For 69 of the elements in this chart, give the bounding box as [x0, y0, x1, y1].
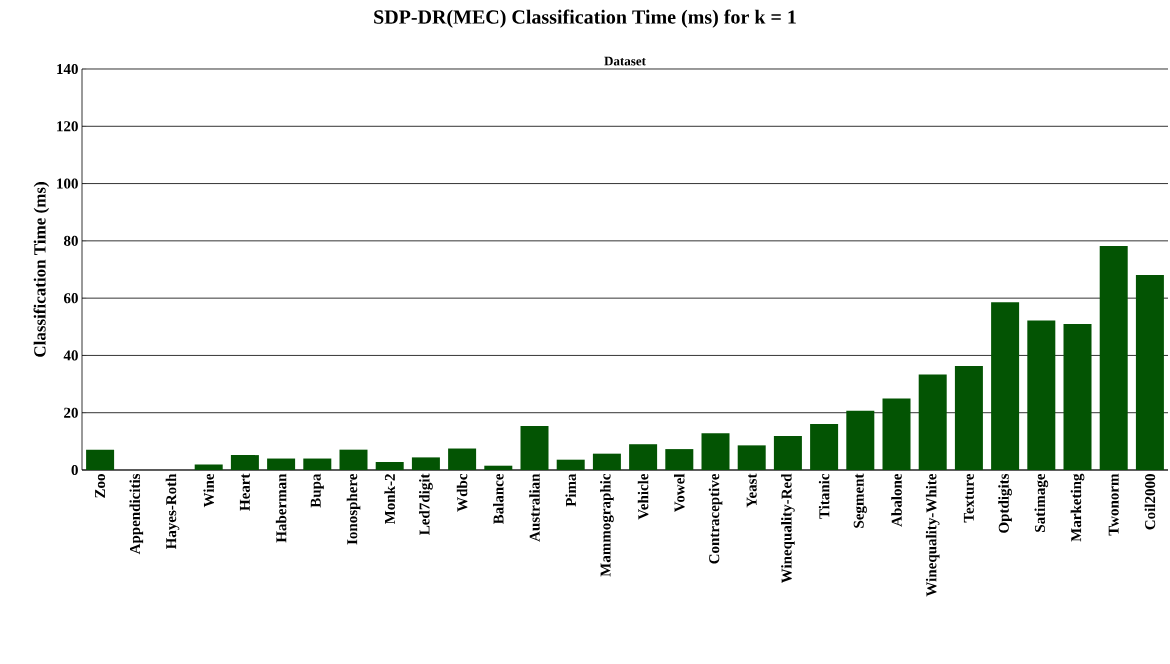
x-tick-label: Balance: [493, 473, 504, 525]
bar: [1063, 323, 1092, 470]
bar: [846, 410, 875, 470]
x-tick-label: Ionosphere: [346, 473, 361, 545]
bar: [737, 445, 766, 470]
bar: [1099, 246, 1128, 470]
bar: [520, 425, 549, 470]
bar: [86, 449, 115, 470]
bar: [665, 449, 694, 470]
x-tick-label: Contraceptive: [708, 473, 723, 564]
y-tick-label: 0: [71, 464, 78, 476]
bar: [339, 449, 368, 470]
bar: [411, 457, 440, 470]
x-tick-label: Vehicle: [637, 473, 649, 520]
bar: [267, 458, 296, 470]
x-tick-label: Hayes-Roth: [165, 473, 180, 550]
x-tick-label: Monk-2: [384, 474, 395, 525]
y-tick-label: 40: [63, 350, 78, 361]
y-tick-label: 20: [64, 407, 78, 418]
bar: [375, 461, 404, 470]
bar: [991, 302, 1020, 470]
y-tick-label: 60: [63, 293, 78, 304]
bar: [303, 458, 332, 470]
bar: [773, 435, 802, 470]
x-tick-label: Optdigits: [998, 473, 1012, 533]
bar: [592, 453, 621, 470]
x-tick-label: Titanic: [818, 473, 830, 519]
x-tick-label: Coil2000: [1144, 474, 1156, 530]
bar: [556, 459, 585, 470]
y-tick-label: 80: [63, 235, 78, 246]
x-tick-label: Pima: [565, 473, 576, 507]
bar: [954, 366, 983, 470]
x-tick-label: Vowel: [674, 473, 685, 512]
bar: [882, 398, 911, 470]
x-tick-label: Zoo: [95, 474, 106, 498]
x-tick-label: Satimage: [1034, 473, 1049, 532]
chart-title: SDP-DR(MEC) Classification Time (ms) for k = 1: [374, 9, 796, 28]
x-tick-label: Appendicitis: [129, 473, 144, 555]
y-tick-label: 120: [57, 121, 78, 132]
y-tick-label: 140: [57, 63, 78, 75]
bar: [1027, 320, 1056, 470]
bar: [918, 374, 947, 470]
bar: [701, 433, 730, 470]
bar: [194, 464, 223, 470]
x-tick-label: Heart: [239, 473, 250, 511]
x-tick-label: Segment: [853, 473, 867, 528]
x-tick-label: Winequality-Red: [781, 473, 795, 584]
x-tick-label: Australian: [529, 473, 540, 542]
x-tick-label: Abalone: [891, 473, 902, 527]
x-tick-label: Haberman: [275, 473, 287, 543]
bar: [484, 465, 513, 470]
x-tick-label: Wine: [203, 473, 215, 508]
x-tick-label: Wdbc: [456, 473, 468, 512]
x-axis-title: Dataset: [604, 56, 646, 66]
bar: [810, 423, 839, 470]
x-tick-label: Led7digit: [419, 473, 433, 535]
x-tick-label: Winequality-White: [925, 473, 940, 597]
x-tick-label: Texture: [963, 473, 974, 523]
y-axis-title: Classification Time (ms): [33, 182, 50, 357]
x-tick-label: Marketing: [1070, 473, 1085, 542]
bar: [629, 444, 658, 470]
x-tick-label: Twonorm: [1108, 473, 1119, 536]
bar: [1135, 274, 1164, 470]
y-tick-label: 100: [57, 178, 78, 189]
x-tick-label: Bupa: [310, 473, 324, 508]
bar: [448, 448, 477, 470]
bar: [230, 455, 259, 470]
x-tick-label: Mammographic: [600, 473, 614, 577]
x-tick-label: Yeast: [746, 473, 757, 508]
